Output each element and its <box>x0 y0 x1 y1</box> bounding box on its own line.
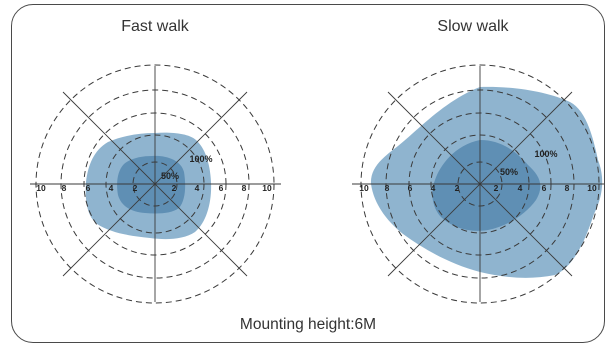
fast-walk-panel: 10 8 6 4 2 2 4 6 8 10 100% 50% <box>30 64 281 304</box>
tick-label: 2 <box>172 183 177 193</box>
fast-walk-diagonal-axis <box>62 91 248 277</box>
fast-walk-50-percent-label: 50% <box>161 171 179 181</box>
slow-walk-diagonal-axis <box>387 91 573 277</box>
tick-label: 8 <box>565 183 570 193</box>
tick-label: 10 <box>587 183 597 193</box>
slow-walk-50-percent-label: 50% <box>500 167 518 177</box>
tick-label: 8 <box>385 183 390 193</box>
tick-label: 4 <box>518 183 523 193</box>
tick-label: 2 <box>455 183 460 193</box>
tick-label: 8 <box>62 183 67 193</box>
slow-walk-100-percent-label: 100% <box>534 149 557 159</box>
tick-label: 6 <box>86 183 91 193</box>
tick-label: 4 <box>195 183 200 193</box>
fast-walk-title: Fast walk <box>121 18 189 35</box>
tick-label: 6 <box>542 183 547 193</box>
tick-label: 10 <box>262 183 272 193</box>
tick-label: 2 <box>494 183 499 193</box>
tick-label: 6 <box>408 183 413 193</box>
slow-walk-panel: 10 8 6 4 2 2 4 6 8 10 100% 50% <box>352 64 604 304</box>
fast-walk-100-percent-label: 100% <box>189 154 212 164</box>
tick-label: 10 <box>359 183 369 193</box>
tick-label: 8 <box>242 183 247 193</box>
slow-walk-title: Slow walk <box>437 18 509 35</box>
tick-label: 6 <box>219 183 224 193</box>
mounting-height-caption: Mounting height:6M <box>239 316 377 333</box>
tick-label: 2 <box>133 183 138 193</box>
tick-label: 4 <box>431 183 436 193</box>
tick-label: 4 <box>109 183 114 193</box>
tick-label: 10 <box>36 183 46 193</box>
